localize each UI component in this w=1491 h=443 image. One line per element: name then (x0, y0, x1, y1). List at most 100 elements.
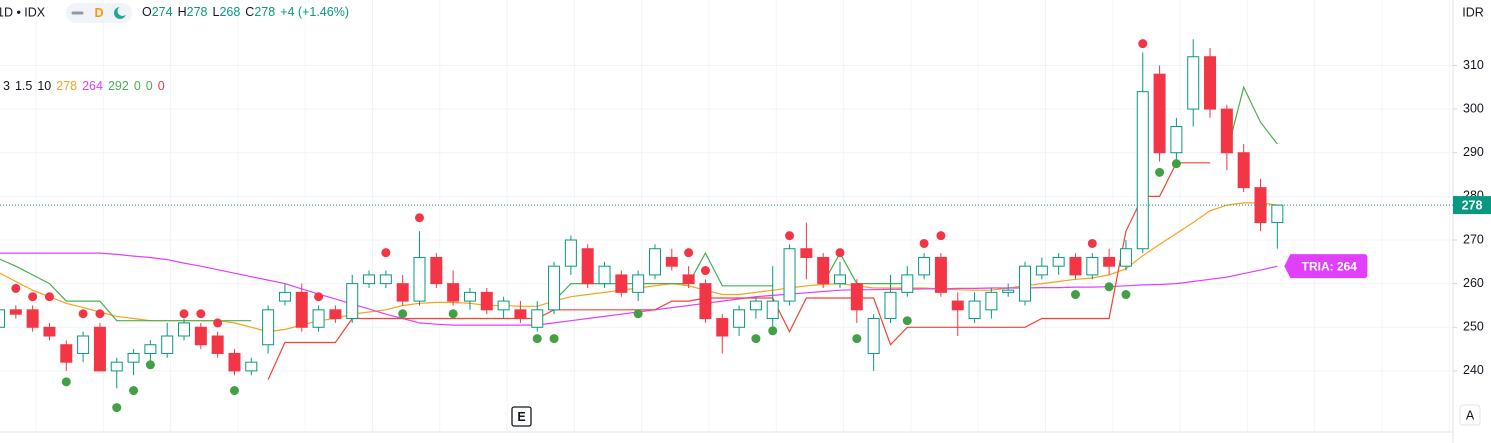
candle-body (749, 300, 762, 311)
change-value: +4 (+1.46%) (280, 5, 349, 19)
indicator-line (1226, 85, 1278, 153)
signal-dot (229, 386, 239, 396)
earnings-marker[interactable] (511, 406, 532, 427)
signal-dot (700, 266, 710, 276)
indicator-line (267, 162, 1210, 380)
candle-body (1002, 289, 1015, 293)
candle-body (211, 335, 224, 354)
candle-body (531, 309, 544, 328)
candle-body (514, 309, 527, 320)
candle-body (1271, 204, 1284, 224)
candle-body (1220, 108, 1233, 154)
candle-body (1086, 256, 1099, 276)
indicator-value: 264 (82, 79, 103, 93)
series-label-text: TRIA: 264 (1302, 259, 1358, 273)
signal-dot (196, 309, 206, 319)
y-tick-label: 250 (1463, 320, 1484, 334)
signal-dot (751, 334, 761, 344)
candle-body (766, 300, 779, 320)
signal-dot (835, 248, 845, 258)
candle-body (548, 265, 561, 311)
candle-body (901, 274, 914, 293)
signal-dot (11, 283, 21, 293)
y-tick-label: 260 (1463, 276, 1484, 290)
candle-body (1170, 126, 1183, 154)
indicator-legend: 3 1.5 10 278 264 292 0 0 0 (3, 79, 165, 93)
candle-body (951, 300, 964, 311)
candle-body (0, 309, 5, 328)
signal-dot (902, 316, 912, 326)
signal-dot (145, 360, 155, 370)
signal-dot (129, 386, 139, 396)
last-price-label: 278 (1462, 198, 1483, 212)
ohlc-key: H (178, 5, 187, 19)
candle-body (985, 291, 998, 311)
signal-dot (919, 238, 929, 248)
signal-dot (398, 309, 408, 319)
indicator-value: 0 (158, 79, 165, 93)
candle-body (77, 335, 90, 354)
candle-body (1103, 256, 1116, 267)
signal-dot (112, 403, 122, 413)
candle-body (1153, 73, 1166, 154)
candle-body (817, 256, 830, 285)
ohlc-value: 278 (187, 5, 208, 19)
indicator-value: 292 (108, 79, 129, 93)
signal-dot (532, 334, 542, 344)
ohlc-value: 278 (254, 5, 275, 19)
candle-body (867, 318, 880, 354)
signal-dot (381, 248, 391, 258)
candle-body (783, 248, 796, 302)
ohlc-key: L (212, 5, 219, 19)
auto-scale-button[interactable] (1459, 404, 1481, 426)
signal-dot (1138, 39, 1148, 49)
signal-dot (768, 326, 778, 336)
candle-body (1136, 91, 1149, 250)
candle-body (632, 274, 645, 293)
series-label: TRIA: 264 (1284, 254, 1368, 279)
candle-body (430, 256, 443, 285)
candle-body (363, 274, 376, 285)
candle-body (699, 283, 712, 320)
candle-body (396, 283, 409, 302)
candle-body (733, 309, 746, 328)
candle-body (480, 291, 493, 311)
candle-body (1019, 265, 1032, 302)
status-pill[interactable] (66, 3, 132, 23)
signal-dot (852, 334, 862, 344)
indicator-param: 3 (3, 79, 10, 93)
candle-body (665, 256, 678, 267)
candle-body (379, 274, 392, 285)
signal-dot (1171, 159, 1181, 169)
signal-dots (11, 39, 1181, 413)
candle-body (800, 248, 813, 258)
ohlc-value: 268 (219, 5, 240, 19)
candle-body (26, 309, 39, 328)
market-status-icon-cut (117, 6, 128, 16)
series-label-box (1284, 254, 1368, 279)
candle-body (245, 361, 258, 372)
signal-dot (549, 334, 559, 344)
candle-body (1119, 248, 1132, 267)
y-tick-label: 270 (1463, 232, 1484, 246)
earnings-label[interactable]: E (517, 410, 525, 424)
candle-body (161, 335, 174, 354)
signal-dot (44, 292, 54, 302)
auto-scale-label[interactable]: A (1466, 408, 1475, 422)
signal-dot (1070, 290, 1080, 300)
signal-dot (1121, 290, 1131, 300)
candle-body (934, 256, 947, 293)
candle-body (110, 361, 123, 372)
signal-dot (1104, 282, 1114, 292)
candle-body (413, 256, 426, 302)
last-price-box (1453, 196, 1491, 215)
indicator-line (0, 258, 252, 322)
candle-body (1035, 265, 1048, 276)
candle-body (295, 291, 308, 328)
ohlc-key: C (245, 5, 254, 19)
signal-dot (1155, 167, 1165, 177)
y-tick-label: 240 (1463, 363, 1484, 377)
candle-body (60, 344, 73, 363)
